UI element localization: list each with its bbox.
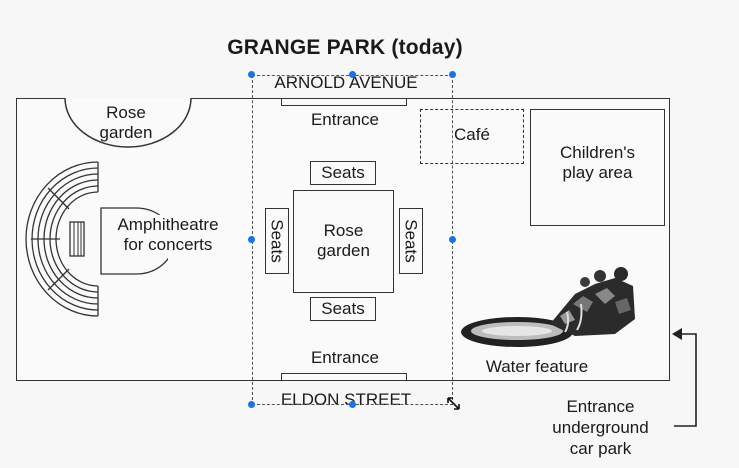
- entrance-north-label: Entrance: [310, 110, 380, 129]
- selection-frame[interactable]: [252, 75, 453, 405]
- water-feature-label: Water feature: [485, 357, 589, 376]
- amphitheatre-label: Amphitheatre for concerts: [103, 215, 233, 255]
- rose-garden-north-shape: [64, 98, 192, 148]
- rose-garden-north-label: Rose garden: [99, 103, 153, 142]
- seats-right: Seats: [399, 208, 423, 274]
- car-park-entrance-label: Entrance underground car park: [552, 397, 649, 458]
- cafe-label: Café: [454, 125, 490, 144]
- car-park-arrow: [672, 328, 697, 427]
- seats-left: Seats: [265, 208, 289, 274]
- central-rose-garden-box: [293, 190, 394, 293]
- resize-handle-middle-left[interactable]: [248, 236, 255, 243]
- resize-handle-bottom-left[interactable]: [248, 401, 255, 408]
- resize-handle-middle-right[interactable]: [449, 236, 456, 243]
- street-label-north: ARNOLD AVENUE: [274, 73, 418, 92]
- central-rose-garden-label: Rose garden: [317, 221, 370, 260]
- seats-bottom: Seats: [310, 297, 376, 321]
- resize-handle-top-middle[interactable]: [349, 71, 356, 78]
- seats-top: Seats: [310, 161, 376, 185]
- cafe-box: [420, 109, 524, 164]
- play-area-box: [530, 109, 665, 226]
- north-gate: [281, 98, 407, 106]
- play-area-label: Children's play area: [559, 143, 636, 182]
- water-feature-illustration: [461, 267, 635, 347]
- entrance-south-label: Entrance: [310, 348, 380, 367]
- south-gate: [281, 373, 407, 381]
- resize-cursor-icon: [447, 397, 460, 410]
- map-title: GRANGE PARK (today): [227, 36, 463, 59]
- resize-handle-top-right[interactable]: [449, 71, 456, 78]
- resize-handle-bottom-middle[interactable]: [349, 401, 356, 408]
- resize-handle-top-left[interactable]: [248, 71, 255, 78]
